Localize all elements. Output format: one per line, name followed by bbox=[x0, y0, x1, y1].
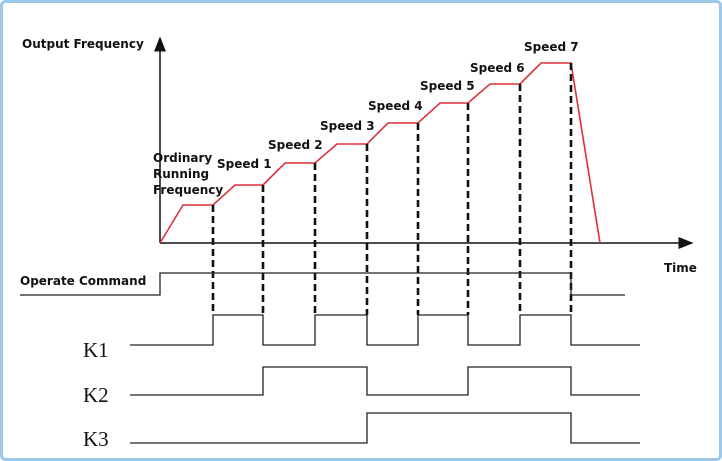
ordinary-label: Frequency bbox=[153, 183, 223, 197]
speed-label: Speed 6 bbox=[470, 61, 525, 75]
speed-label: Speed 4 bbox=[368, 99, 423, 113]
signal-label: K2 bbox=[83, 383, 109, 407]
dashed-guides bbox=[211, 63, 573, 315]
frequency-profile bbox=[159, 62, 601, 244]
speed-label: Speed 1 bbox=[217, 157, 272, 171]
operate-signal bbox=[20, 272, 625, 296]
k3-signal bbox=[130, 412, 640, 444]
y-axis-label: Output Frequency bbox=[22, 37, 144, 51]
k2-signal bbox=[130, 366, 640, 396]
signal-label: K1 bbox=[83, 338, 109, 362]
speed-label: Speed 3 bbox=[320, 119, 375, 133]
operate-label: Operate Command bbox=[20, 274, 146, 288]
ordinary-label: Running bbox=[153, 167, 209, 181]
speed-label: Speed 7 bbox=[524, 40, 579, 54]
signal-label: K3 bbox=[83, 427, 109, 451]
k1-signal bbox=[130, 314, 640, 346]
speed-label: Speed 5 bbox=[420, 79, 475, 93]
speed-label: Speed 2 bbox=[268, 138, 323, 152]
x-axis-label: Time bbox=[664, 261, 697, 275]
ordinary-label: Ordinary bbox=[153, 151, 212, 165]
